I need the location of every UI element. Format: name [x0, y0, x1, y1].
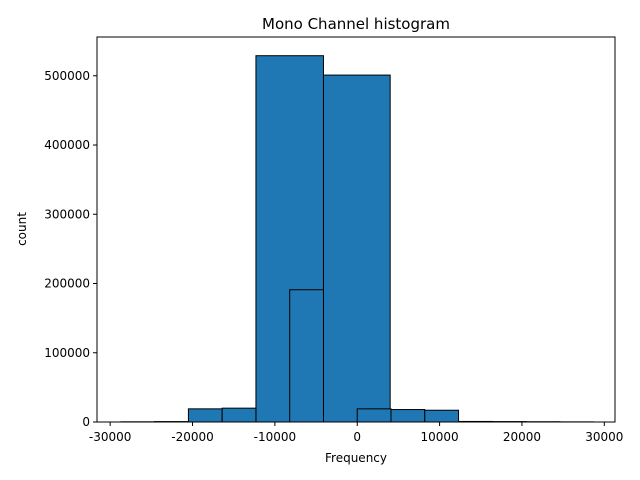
bar: [221, 407, 257, 423]
y-tick-label: 0: [82, 415, 90, 429]
bar: [322, 74, 391, 423]
y-tick-label: 200000: [44, 277, 90, 291]
bar: [187, 408, 223, 423]
x-tick-label: -30000: [89, 430, 132, 444]
x-tick-label: 30000: [585, 430, 623, 444]
x-axis-label: Frequency: [325, 451, 387, 465]
y-tick-label: 100000: [44, 346, 90, 360]
x-tick-label: 10000: [420, 430, 458, 444]
x-tick-label: -20000: [171, 430, 214, 444]
bar: [390, 409, 426, 423]
x-tick-label: 0: [353, 430, 361, 444]
plot-frame: [96, 36, 616, 423]
y-tick-label: 400000: [44, 138, 90, 152]
y-tick-label: 500000: [44, 69, 90, 83]
bar: [356, 408, 392, 423]
bar: [289, 289, 324, 423]
x-tick-label: -10000: [254, 430, 297, 444]
bar: [424, 409, 460, 423]
x-tick-label: 20000: [503, 430, 541, 444]
chart-title: Mono Channel histogram: [262, 15, 450, 33]
y-tick-label: 300000: [44, 207, 90, 221]
y-axis-label: count: [15, 212, 29, 246]
